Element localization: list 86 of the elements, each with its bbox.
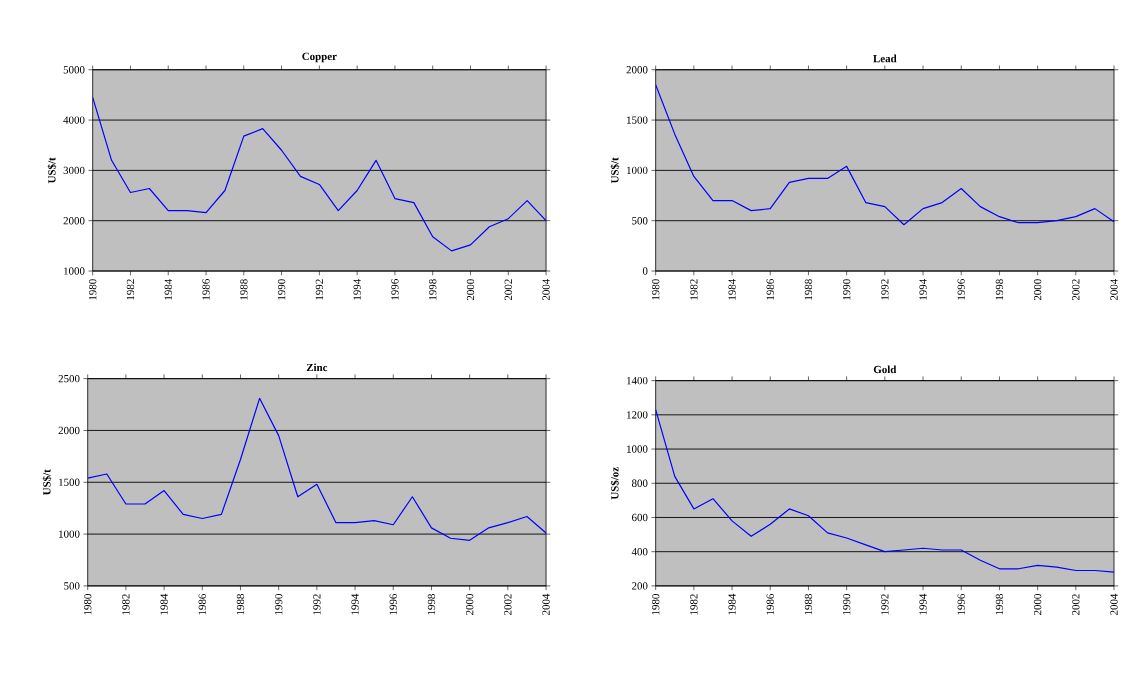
y-tick-label: 1500 — [627, 116, 648, 124]
line-series — [87, 397, 547, 542]
y-axis-title: US$/t — [610, 157, 620, 184]
x-tick-label: 2000 — [1033, 594, 1042, 616]
x-tick-label: 1992 — [881, 279, 889, 300]
y-tick-label: 4000 — [63, 116, 85, 124]
y-tick-label: 2000 — [626, 66, 648, 74]
x-tick-label: 1996 — [391, 279, 399, 300]
x-tick-label: 1982 — [126, 279, 135, 300]
x-tick-label: 1994 — [351, 594, 359, 615]
x-tick-label: 2004 — [542, 279, 550, 301]
x-tick-label: 1980 — [651, 594, 660, 615]
y-tick-label: 1200 — [627, 411, 648, 419]
y-tick-label: 800 — [631, 479, 648, 488]
y-tick-label: 0 — [642, 267, 648, 275]
x-tick-label: 1994 — [353, 279, 361, 300]
x-tick-label: 1984 — [164, 279, 172, 300]
x-tick-label: 1980 — [84, 594, 92, 615]
x-tick-label: 1988 — [240, 279, 248, 300]
y-tick-label: 1400 — [627, 377, 648, 385]
x-tick-label: 1984 — [728, 279, 736, 300]
y-tick-label: 1500 — [59, 478, 80, 487]
x-tick-label: 1986 — [766, 594, 774, 615]
line-series — [92, 97, 547, 252]
chart-title: Lead — [873, 54, 897, 63]
x-tick-label: 1980 — [651, 279, 660, 300]
x-tick-label: 1996 — [957, 279, 965, 300]
x-tick-label: 1988 — [236, 594, 245, 615]
x-tick-label: 1992 — [315, 279, 324, 300]
y-tick-label: 2500 — [58, 375, 80, 383]
x-tick-label: 1982 — [690, 279, 698, 300]
y-tick-label: 2000 — [63, 217, 85, 225]
y-tick-label: 1000 — [627, 166, 648, 175]
x-tick-label: 1980 — [89, 279, 97, 300]
y-tick-label: 200 — [632, 582, 648, 590]
x-tick-label: 2004 — [1110, 279, 1118, 301]
x-tick-label: 1984 — [160, 594, 168, 615]
x-tick-label: 2002 — [1072, 594, 1080, 616]
y-axis-title: US$/t — [42, 469, 52, 496]
y-axis-title: US$/oz — [610, 467, 620, 500]
x-tick-label: 2000 — [465, 594, 474, 616]
chart-title: Gold — [873, 365, 897, 374]
y-tick-label: 1000 — [59, 530, 80, 538]
y-tick-label: 500 — [64, 582, 80, 590]
x-tick-label: 1988 — [804, 279, 813, 300]
line-series — [655, 84, 1115, 226]
x-tick-label: 1982 — [122, 594, 130, 615]
x-tick-label: 1996 — [957, 594, 965, 615]
x-tick-label: 1992 — [881, 594, 889, 615]
x-tick-label: 1990 — [842, 594, 851, 615]
y-axis-title: US$/t — [47, 157, 57, 184]
chart-title: Copper — [302, 52, 337, 63]
line-series — [655, 409, 1115, 574]
y-tick-label: 400 — [631, 548, 648, 556]
x-tick-label: 2002 — [1072, 279, 1080, 301]
x-tick-label: 1998 — [995, 279, 1004, 300]
x-tick-label: 2004 — [542, 594, 550, 616]
x-tick-label: 1988 — [804, 594, 813, 615]
x-tick-label: 2004 — [1110, 594, 1118, 616]
y-tick-label: 1000 — [627, 445, 648, 453]
x-tick-label: 1998 — [429, 279, 437, 300]
x-tick-label: 1996 — [389, 594, 397, 615]
y-tick-label: 2000 — [58, 426, 80, 435]
x-tick-label: 1992 — [313, 594, 321, 615]
y-tick-label: 3000 — [63, 166, 85, 175]
x-tick-label: 2002 — [504, 594, 512, 616]
x-tick-label: 1990 — [842, 279, 851, 300]
x-tick-label: 1998 — [995, 594, 1004, 615]
x-tick-label: 2002 — [504, 279, 512, 301]
y-tick-label: 1000 — [64, 267, 85, 275]
x-tick-label: 1990 — [275, 594, 283, 615]
x-tick-label: 1986 — [202, 279, 210, 300]
x-tick-label: 2000 — [1033, 279, 1042, 301]
x-tick-label: 1994 — [919, 594, 927, 615]
x-tick-label: 1986 — [766, 279, 774, 300]
y-tick-label: 600 — [632, 514, 648, 522]
y-tick-label: 5000 — [63, 66, 85, 74]
x-tick-label: 1986 — [198, 594, 206, 615]
chart-title: Zinc — [306, 363, 328, 372]
x-tick-label: 1990 — [277, 279, 286, 300]
x-tick-label: 1984 — [728, 594, 736, 615]
x-tick-label: 1994 — [919, 279, 927, 300]
x-tick-label: 2000 — [466, 279, 475, 301]
y-tick-label: 500 — [632, 217, 648, 225]
x-tick-label: 1998 — [427, 594, 436, 615]
x-tick-label: 1982 — [690, 594, 698, 615]
